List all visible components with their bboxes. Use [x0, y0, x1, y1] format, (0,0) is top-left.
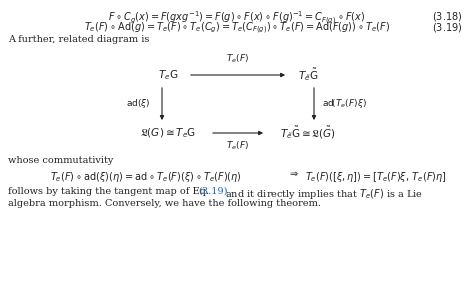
Text: $T_{\tilde{e}}\tilde{\mathsf{G}}$: $T_{\tilde{e}}\tilde{\mathsf{G}}$	[298, 67, 318, 84]
Text: (3.19): (3.19)	[198, 187, 228, 196]
Text: algebra morphism. Conversely, we have the following theorem.: algebra morphism. Conversely, we have th…	[8, 199, 321, 208]
Text: $\mathrm{ad}(\xi)$: $\mathrm{ad}(\xi)$	[126, 98, 150, 110]
Text: $\mathrm{ad}\!\left(T_e(F)\xi\right)$: $\mathrm{ad}\!\left(T_e(F)\xi\right)$	[322, 98, 367, 110]
Text: $T_{\tilde{e}}\tilde{\mathsf{G}} \cong \mathfrak{L}(\tilde{G})$: $T_{\tilde{e}}\tilde{\mathsf{G}} \cong \…	[280, 125, 336, 141]
Text: $T_e(F) \circ \mathrm{Ad}(g) = T_e(F) \circ T_e(C_g) = T_e(C_{F(g)}) \circ T_e(F: $T_e(F) \circ \mathrm{Ad}(g) = T_e(F) \c…	[84, 21, 390, 36]
Text: $(3.18)$: $(3.18)$	[431, 10, 462, 23]
Text: $F \circ C_g(x) = F(gxg^{-1}) = F(g) \circ F(x) \circ F(g)^{-1} = C_{F(g)} \circ: $F \circ C_g(x) = F(gxg^{-1}) = F(g) \ci…	[109, 10, 365, 27]
Text: whose commutativity: whose commutativity	[8, 156, 113, 165]
Text: $T_e(F)$: $T_e(F)$	[227, 52, 249, 65]
Text: and it directly implies that $T_e(F)$ is a Lie: and it directly implies that $T_e(F)$ is…	[222, 187, 423, 201]
Text: $T_e(F) \circ \mathrm{ad}(\xi)(\eta) = \mathrm{ad} \circ T_e(F)(\xi) \circ T_e(F: $T_e(F) \circ \mathrm{ad}(\xi)(\eta) = \…	[50, 170, 242, 184]
Text: $(3.19)$: $(3.19)$	[431, 21, 462, 34]
Text: $T_e(F)$: $T_e(F)$	[227, 140, 249, 152]
Text: $T_e(F)([\xi,\eta]) = [T_e(F)\xi,\, T_e(F)\eta]$: $T_e(F)([\xi,\eta]) = [T_e(F)\xi,\, T_e(…	[305, 170, 447, 184]
Text: follows by taking the tangent map of Eq.: follows by taking the tangent map of Eq.	[8, 187, 212, 196]
Text: $\Rightarrow$: $\Rightarrow$	[288, 170, 300, 179]
Text: $\mathfrak{L}(G) \cong T_e\mathsf{G}$: $\mathfrak{L}(G) \cong T_e\mathsf{G}$	[140, 126, 196, 140]
Text: A further, related diagram is: A further, related diagram is	[8, 35, 149, 44]
Text: $T_e\mathsf{G}$: $T_e\mathsf{G}$	[158, 68, 178, 82]
